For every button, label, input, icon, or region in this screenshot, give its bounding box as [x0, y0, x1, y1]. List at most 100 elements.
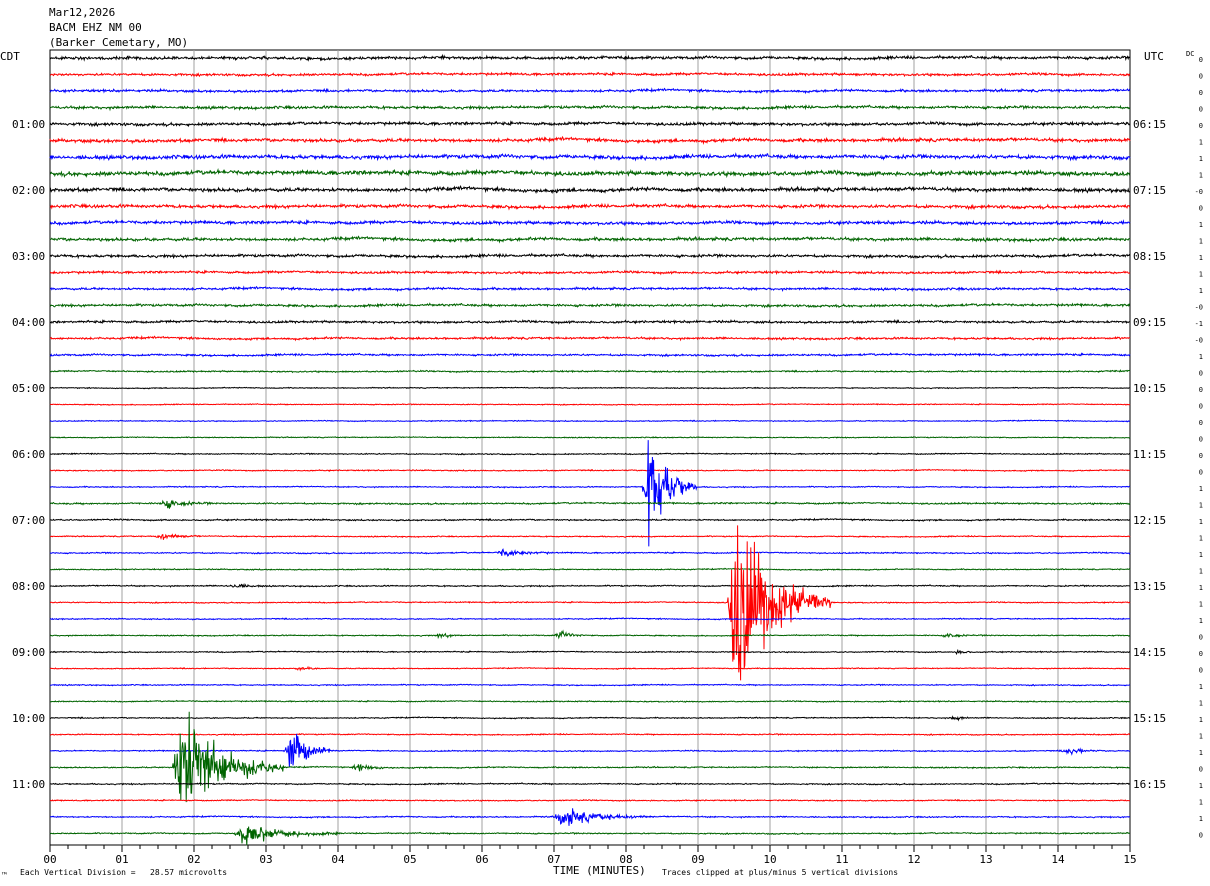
left-time-label: 06:00 — [12, 448, 45, 461]
x-tick-label: 02 — [187, 853, 200, 866]
plot-frame — [49, 49, 1131, 846]
right-time-label: 15:15 — [1133, 712, 1166, 725]
trace-line — [49, 826, 1131, 846]
dc-offset-value: 1 — [1199, 584, 1203, 592]
x-axis: 00 01 02 03 04 05 06 07 08 09 10 11 12 13 14 15 — [43, 845, 1137, 866]
right-time-label: 13:15 — [1133, 580, 1166, 593]
trace-line — [49, 583, 1131, 589]
trace-line — [50, 782, 1131, 786]
dc-offset-value: 1 — [1199, 815, 1203, 823]
left-time-label: 07:00 — [12, 514, 45, 527]
trace-line — [49, 548, 1131, 557]
dc-offset-value: 1 — [1199, 271, 1203, 279]
left-timezone-label: CDT — [0, 50, 20, 63]
trace-line — [50, 168, 1131, 179]
dc-offset-value: 1 — [1199, 485, 1203, 493]
dc-offset-value: -0 — [1195, 337, 1203, 345]
clip-note: Traces clipped at plus/minus 5 vertical … — [662, 868, 898, 877]
x-tick-label: 06 — [475, 853, 488, 866]
trace-line — [50, 71, 1131, 78]
right-timezone-label: UTC — [1144, 50, 1164, 63]
x-tick-label: 11 — [835, 853, 848, 866]
dc-offset-value: -0 — [1195, 304, 1203, 312]
dc-offset-value: 0 — [1199, 832, 1203, 840]
dc-offset-value: 0 — [1199, 106, 1203, 114]
trace-line — [49, 87, 1131, 95]
dc-offset-value: 0 — [1199, 469, 1203, 477]
right-time-labels: 06:15 07:15 08:15 09:15 10:15 11:15 12:15 13:15… — [1133, 118, 1166, 791]
trace-line — [49, 53, 1131, 62]
trace-line — [50, 525, 1131, 681]
header-location: (Barker Cemetary, MO) — [49, 36, 188, 49]
x-tick-label: 01 — [115, 853, 128, 866]
trace-line — [49, 499, 1131, 509]
left-time-label: 03:00 — [12, 250, 45, 263]
right-time-label: 08:15 — [1133, 250, 1166, 263]
trace-line — [50, 440, 1131, 547]
dc-offset-value: 0 — [1199, 650, 1203, 658]
trace-line — [50, 533, 1131, 540]
dc-offset-value: -0 — [1195, 188, 1203, 196]
dc-offset-value: 1 — [1199, 733, 1203, 741]
x-tick-label: 08 — [619, 853, 632, 866]
dc-offset-value: 1 — [1199, 551, 1203, 559]
trace-line — [49, 184, 1131, 195]
trace-line — [49, 369, 1131, 374]
left-time-label: 10:00 — [12, 712, 45, 725]
left-time-label: 05:00 — [12, 382, 45, 395]
dc-offset-value: 1 — [1199, 799, 1203, 807]
trace-line — [49, 715, 1131, 722]
trace-line — [49, 352, 1131, 358]
minute-gridlines — [121, 50, 1059, 845]
dc-offset-value: 0 — [1199, 452, 1203, 460]
trace-line — [49, 711, 1131, 803]
vertical-division-note: Each Vertical Division = 28.57 microvolt… — [20, 868, 227, 877]
dc-offset-value: 0 — [1199, 403, 1203, 411]
trace-line — [49, 104, 1131, 112]
corner-mark: ™ — [1, 871, 7, 880]
dc-offset-value: 1 — [1199, 172, 1203, 180]
dc-offset-value: 0 — [1199, 73, 1203, 81]
dc-offset-value: 0 — [1199, 205, 1203, 213]
header-date: Mar12,2026 — [49, 6, 115, 19]
trace-line — [49, 629, 1131, 640]
trace-line — [49, 665, 1131, 672]
left-time-label: 11:00 — [12, 778, 45, 791]
trace-line — [49, 386, 1131, 390]
x-tick-label: 13 — [979, 853, 992, 866]
dc-offset-value: 0 — [1199, 370, 1203, 378]
dc-offset-value: 0 — [1199, 436, 1203, 444]
left-time-label: 02:00 — [12, 184, 45, 197]
dc-offset-value: 0 — [1199, 667, 1203, 675]
dc-offset-value: 1 — [1199, 139, 1203, 147]
trace-line — [49, 218, 1131, 227]
trace-line — [49, 419, 1131, 423]
dc-offset-value: 1 — [1199, 155, 1203, 163]
right-time-label: 16:15 — [1133, 778, 1166, 791]
x-tick-label: 04 — [331, 853, 345, 866]
dc-offset-value: 0 — [1199, 634, 1203, 642]
x-axis-title: TIME (MINUTES) — [553, 864, 646, 877]
trace-line — [49, 135, 1131, 145]
dc-offset-value: 1 — [1199, 254, 1203, 262]
dc-offset-value: 1 — [1199, 749, 1203, 757]
x-tick-label: 10 — [763, 853, 776, 866]
right-time-label: 14:15 — [1133, 646, 1166, 659]
right-time-label: 12:15 — [1133, 514, 1166, 527]
dc-offset-header: DC — [1186, 50, 1194, 58]
dc-offset-value: 1 — [1199, 221, 1203, 229]
trace-line — [49, 403, 1131, 406]
trace-line — [49, 152, 1131, 162]
trace-line — [49, 699, 1131, 703]
dc-offset-value: 0 — [1199, 56, 1203, 64]
dc-offset-value: 0 — [1199, 766, 1203, 774]
trace-line — [49, 252, 1131, 260]
trace-line — [49, 517, 1131, 523]
x-tick-label: 07 — [547, 853, 560, 866]
dc-offset-value: 1 — [1199, 238, 1203, 246]
trace-line — [49, 452, 1131, 456]
x-tick-label: 05 — [403, 853, 416, 866]
left-time-label: 01:00 — [12, 118, 45, 131]
left-time-labels: 01:00 02:00 03:00 04:00 05:00 06:00 07:00 08:00… — [12, 118, 45, 791]
